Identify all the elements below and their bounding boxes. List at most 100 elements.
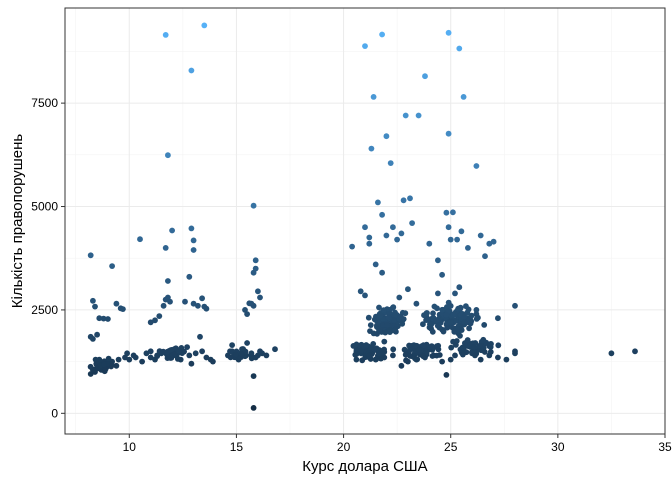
data-point [90,336,96,342]
data-point [407,353,413,359]
data-point [199,295,206,302]
data-point [248,355,255,362]
data-point [186,352,193,359]
data-point [92,303,98,310]
data-point [445,29,452,36]
data-point [368,145,375,152]
data-point [430,310,436,317]
data-point [445,130,452,137]
data-point [481,322,488,328]
data-point [608,350,615,357]
data-point [227,348,233,355]
data-point [381,338,388,345]
data-point [168,347,175,353]
data-point [197,333,203,340]
data-point [160,302,167,309]
data-point [450,311,457,318]
grid-major [65,8,666,434]
data-point [94,331,100,338]
data-point [382,329,389,336]
y-tick-label: 0 [51,406,58,420]
data-point [473,163,480,169]
data-point [455,326,462,333]
data-point [96,315,103,322]
data-point [147,348,154,355]
data-point [105,316,111,322]
data-point [192,350,199,357]
data-point [100,315,107,322]
data-point [113,362,120,369]
data-point [461,313,468,320]
data-point [165,152,171,159]
data-point [481,349,488,355]
data-point [464,337,471,343]
data-point [495,354,501,361]
grid-minor [65,8,665,434]
data-point [466,325,472,332]
data-point [115,356,122,363]
data-point [390,346,397,353]
data-point [248,300,255,307]
data-point [165,278,171,284]
data-point [367,322,374,328]
data-point [415,347,422,353]
data-point [203,354,210,361]
data-point [255,288,261,295]
y-axis: 0 2500 5000 7500 [31,96,65,420]
data-point [472,352,478,359]
data-point [362,224,368,231]
data-point [471,344,478,350]
data-point [252,257,259,264]
data-point [152,317,158,324]
data-point [456,45,463,52]
data-point [126,356,133,363]
data-point [229,342,236,348]
data-point [477,232,484,239]
data-point [399,320,406,327]
data-point [386,327,393,334]
data-point [447,303,454,309]
data-point [156,313,163,319]
data-point [422,73,428,80]
data-point [490,238,497,245]
data-point [201,22,208,29]
data-point [632,348,638,355]
data-point [423,349,430,356]
data-point [132,354,139,361]
data-point [156,348,163,354]
data-point [402,351,409,358]
data-point [403,357,409,364]
data-point [375,199,381,206]
data-point [171,351,178,357]
data-point [473,307,480,313]
data-point [120,306,126,312]
data-point [390,224,396,231]
data-point [90,297,96,304]
data-point [257,294,263,301]
data-point [428,325,434,332]
data-point [352,351,359,358]
data-point [398,230,405,237]
data-point [454,236,460,243]
data-point [272,346,278,353]
data-point [105,355,112,362]
data-point [425,317,431,323]
data-point [447,236,454,243]
data-point [113,300,120,307]
data-point [244,311,251,317]
data-point [238,351,245,357]
data-point [503,356,510,363]
data-point [379,269,385,276]
data-point [394,236,400,243]
data-point [357,288,364,295]
data-point [447,319,454,325]
data-point [435,316,442,323]
data-point [370,330,377,337]
data-point [380,349,387,356]
data-point [426,240,433,247]
data-point [87,363,94,370]
data-point [184,344,191,350]
data-point [244,340,251,346]
panel-border [64,7,666,435]
y-tick-label: 7500 [31,96,58,110]
